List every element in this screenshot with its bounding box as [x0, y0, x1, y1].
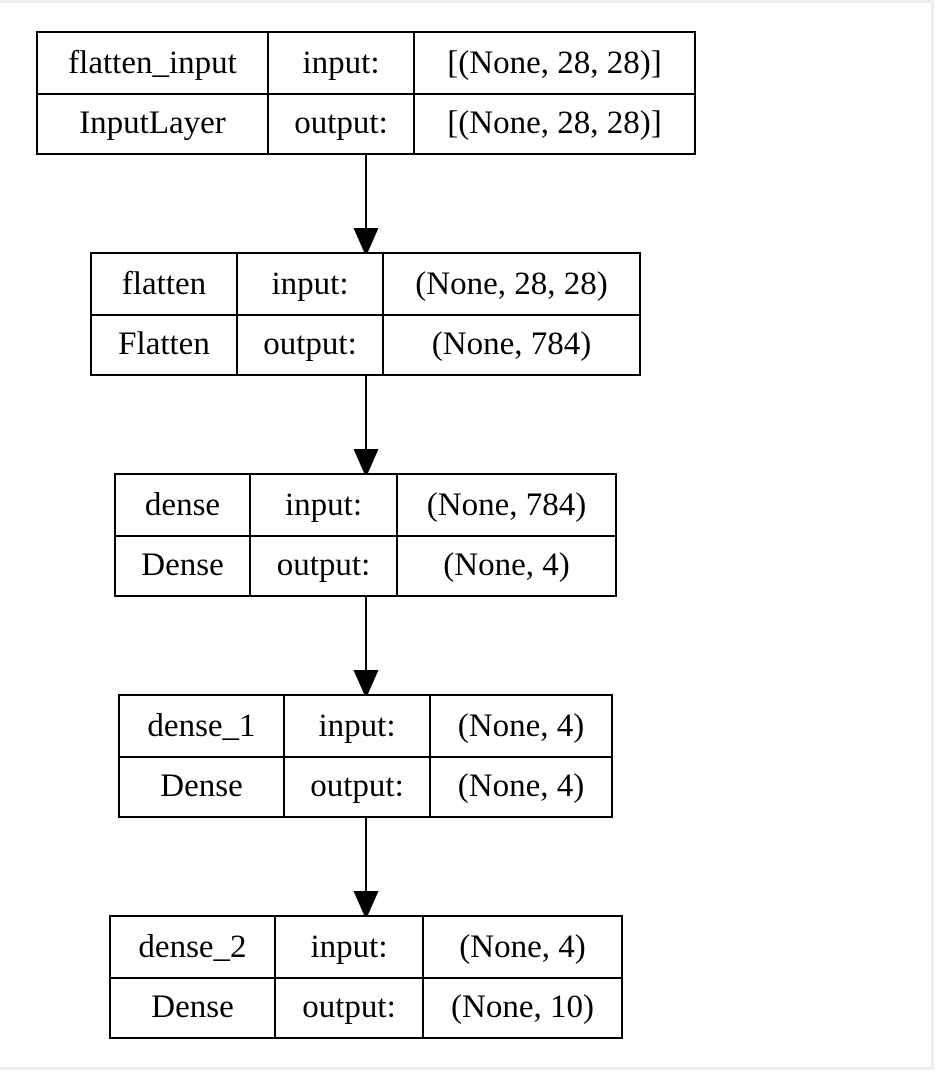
- edge-flatten-to-dense: [353, 376, 379, 478]
- output-shape: (None, 10): [422, 977, 621, 1037]
- layer-name: dense_1: [147, 707, 256, 744]
- output-shape: (None, 784): [382, 314, 639, 374]
- input-shape: (None, 4): [429, 696, 611, 756]
- layer-name: flatten_input: [68, 44, 237, 81]
- layer-type: Flatten: [118, 325, 210, 362]
- layer-type: Dense: [141, 546, 224, 583]
- input-label: input:: [274, 917, 422, 977]
- arrowhead-icon: [353, 228, 379, 257]
- input-label: input:: [236, 254, 382, 314]
- output-shape: (None, 4): [396, 535, 615, 595]
- output-shape: (None, 4): [429, 756, 611, 816]
- layer-row-input: flatten_input input: [(None, 28, 28)]: [38, 33, 694, 95]
- layer-row-output: Dense output: (None, 4): [120, 756, 611, 816]
- input-shape: (None, 784): [396, 475, 615, 535]
- input-shape: (None, 4): [422, 917, 621, 977]
- output-label: output:: [236, 314, 382, 374]
- layer-node-dense_1: dense_1 input: (None, 4) Dense output: (…: [118, 694, 613, 818]
- layer-row-output: Dense output: (None, 4): [116, 535, 615, 595]
- output-label: output:: [274, 977, 422, 1037]
- edge-dense-to-dense_1: [353, 597, 379, 699]
- output-label: output:: [249, 535, 396, 595]
- arrowhead-icon: [353, 891, 379, 920]
- layer-row-output: InputLayer output: [(None, 28, 28)]: [38, 93, 694, 153]
- layer-type: InputLayer: [79, 104, 226, 141]
- layer-node-flatten_input: flatten_input input: [(None, 28, 28)] In…: [36, 31, 696, 155]
- layer-row-input: dense_1 input: (None, 4): [120, 696, 611, 758]
- layer-row-input: dense_2 input: (None, 4): [111, 917, 621, 979]
- input-label: input:: [249, 475, 396, 535]
- output-label: output:: [267, 93, 413, 153]
- layer-type: Dense: [151, 988, 234, 1025]
- edge-dense_1-to-dense_2: [353, 818, 379, 920]
- input-label: input:: [283, 696, 429, 756]
- arrowhead-icon: [353, 449, 379, 478]
- output-shape: [(None, 28, 28)]: [413, 93, 694, 153]
- layer-type: Dense: [160, 767, 243, 804]
- layer-name: dense_2: [138, 928, 247, 965]
- layer-node-flatten: flatten input: (None, 28, 28) Flatten ou…: [90, 252, 641, 376]
- output-label: output:: [283, 756, 429, 816]
- layer-row-input: dense input: (None, 784): [116, 475, 615, 537]
- input-label: input:: [267, 33, 413, 93]
- input-shape: (None, 28, 28): [382, 254, 639, 314]
- layer-name: dense: [144, 486, 221, 523]
- layer-node-dense_2: dense_2 input: (None, 4) Dense output: (…: [109, 915, 623, 1039]
- layer-row-input: flatten input: (None, 28, 28): [92, 254, 639, 316]
- edge-flatten_input-to-flatten: [353, 155, 379, 257]
- input-shape: [(None, 28, 28)]: [413, 33, 694, 93]
- layer-node-dense: dense input: (None, 784) Dense output: (…: [114, 473, 617, 597]
- layer-row-output: Dense output: (None, 10): [111, 977, 621, 1037]
- arrowhead-icon: [353, 670, 379, 699]
- layer-name: flatten: [121, 265, 207, 302]
- layer-row-output: Flatten output: (None, 784): [92, 314, 639, 374]
